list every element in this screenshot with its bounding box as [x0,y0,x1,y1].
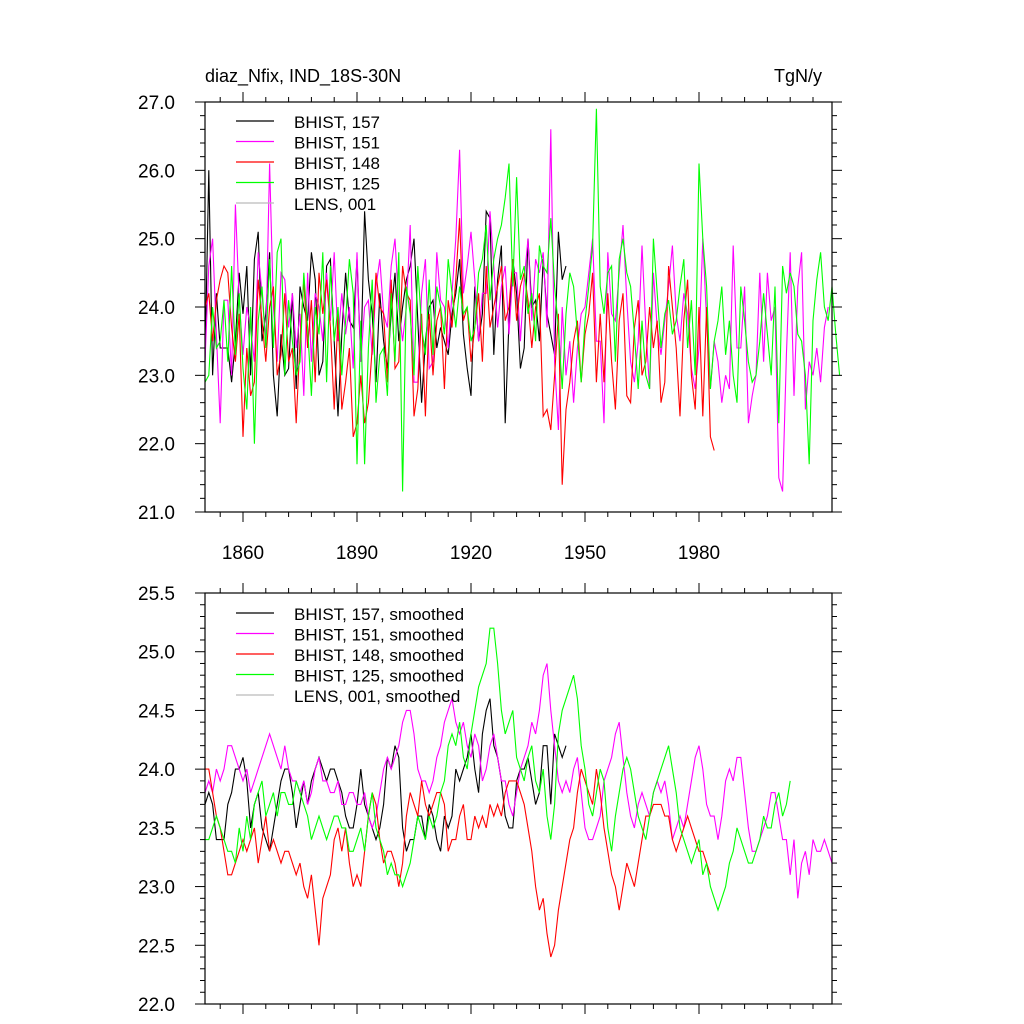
panel-bottom-axes: 22.0 22.5 23.0 23.5 24.0 24.5 25.0 25.5 [138,583,842,1016]
panel-bottom-series [204,627,833,958]
bottom-legend-label-1: BHIST, 151, smoothed [294,626,464,645]
panel-bottom-legend: BHIST, 157, smoothed BHIST, 151, smoothed… [236,605,464,706]
top-xtick-label: 1860 [222,543,264,564]
top-legend-label-4: LENS, 001 [294,195,376,214]
panel-top-title: diaz_Nfix, IND_18S-30N [205,66,401,87]
bottom-ytick-label: 22.5 [138,936,175,957]
bottom-plot-frame [204,592,833,1005]
top-ytick-label: 26.0 [138,161,175,182]
top-xtick-label: 1890 [336,543,378,564]
top-ytick-label: 21.0 [138,503,175,524]
bottom-ytick-label: 25.0 [138,643,175,664]
bottom-ytick-label: 25.5 [138,584,175,605]
bottom-series-line-2 [205,768,711,958]
top-series-line-3 [204,108,841,492]
panel-top-units: TgN/y [774,66,822,86]
panel-top: diaz_Nfix, IND_18S-30N TgN/y 21.0 22.0 23.… [138,66,842,564]
top-ytick-label: 23.0 [138,366,175,387]
top-series-line-2 [204,218,715,485]
top-xtick-label: 1920 [450,543,492,564]
top-ytick-label: 25.0 [138,230,175,251]
bottom-legend-label-4: LENS, 001, smoothed [294,687,460,706]
bottom-ytick-label: 23.5 [138,819,175,840]
top-ytick-label: 22.0 [138,435,175,456]
panel-bottom: 22.0 22.5 23.0 23.5 24.0 24.5 25.0 25.5 BHIST, … [138,583,842,1016]
top-xtick-label: 1950 [564,543,606,564]
bottom-ytick-label: 22.0 [138,995,175,1016]
top-ytick-label: 27.0 [138,93,175,114]
top-xtick-label: 1980 [678,543,720,564]
top-ytick-label: 24.0 [138,298,175,319]
bottom-ytick-label: 24.0 [138,760,175,781]
panel-top-axes: 21.0 22.0 23.0 24.0 25.0 26.0 27.0 1860 1890 1920… [138,92,842,564]
bottom-ytick-label: 23.0 [138,878,175,899]
bottom-series-line-3 [205,627,791,912]
bottom-legend-label-2: BHIST, 148, smoothed [294,646,464,665]
top-legend-label-2: BHIST, 148 [294,154,380,173]
panel-top-series [204,108,841,492]
top-legend-label-3: BHIST, 125 [294,175,380,194]
bottom-ytick-label: 24.5 [138,701,175,722]
top-series-line-1 [204,129,829,492]
bottom-series-line-1 [204,663,833,899]
top-legend-label-1: BHIST, 151 [294,134,380,153]
top-legend-label-0: BHIST, 157 [294,113,380,132]
bottom-legend-label-0: BHIST, 157, smoothed [294,605,464,624]
bottom-series-line-0 [204,698,567,852]
bottom-legend-label-3: BHIST, 125, smoothed [294,667,464,686]
